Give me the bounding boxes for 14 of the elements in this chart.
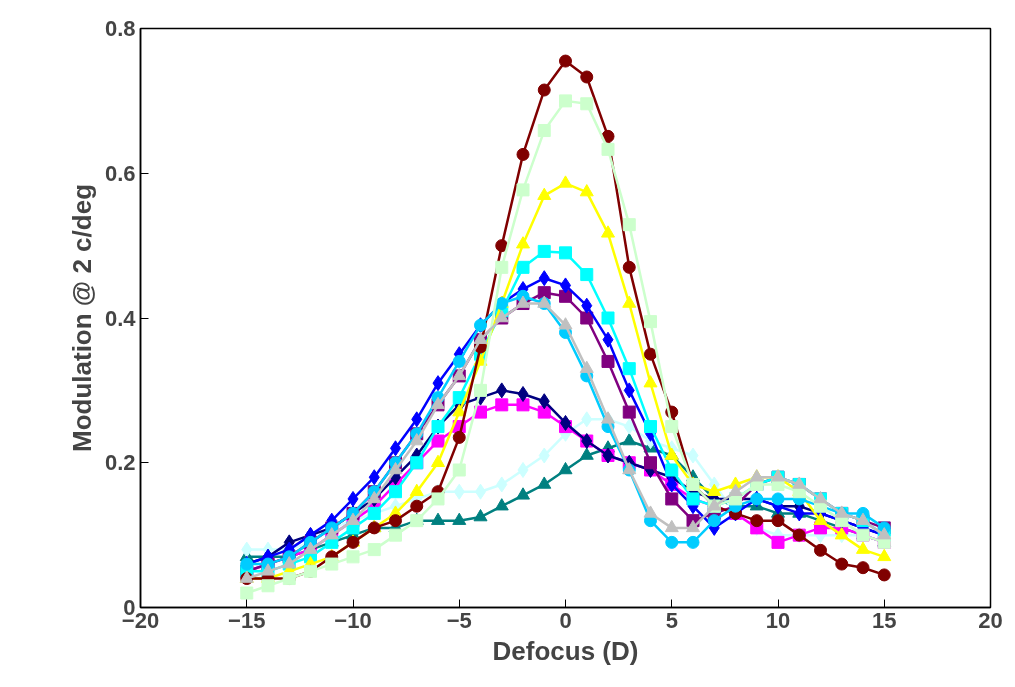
x-tick-label: −10 (334, 607, 372, 633)
x-tick-label: −5 (446, 607, 472, 633)
x-tick-label: 0 (559, 607, 572, 633)
x-tick-label: −15 (228, 607, 266, 633)
x-tick-label: 10 (765, 607, 791, 633)
x-tick-label: 20 (978, 607, 1003, 633)
x-tick-label: 15 (872, 607, 897, 633)
y-tick-label: 0.8 (104, 16, 136, 41)
y-axis-title: Modulation @ 2 c/deg (66, 183, 97, 453)
x-tick-label: 5 (665, 607, 678, 633)
y-tick-label: 0.6 (104, 160, 136, 186)
y-tick-label: 0.4 (104, 305, 137, 331)
x-axis-title: Defocus (D) (492, 635, 639, 666)
y-tick-label: 0.2 (104, 450, 136, 476)
